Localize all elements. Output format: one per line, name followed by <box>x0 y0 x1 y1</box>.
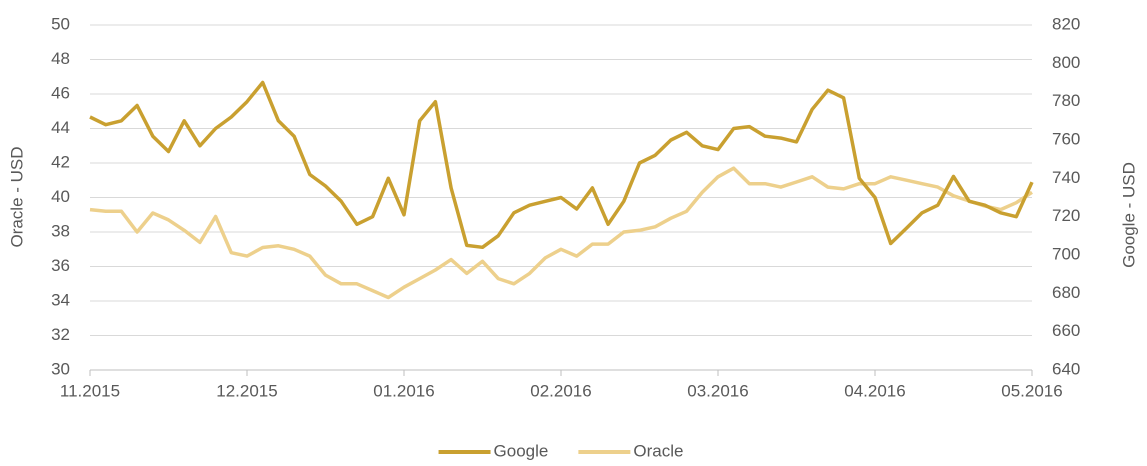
y-tick-label: 50 <box>51 14 70 33</box>
line-series <box>90 168 1032 297</box>
y2-axis-label: Google - USD <box>1119 162 1138 268</box>
y2-tick-label: 660 <box>1052 321 1080 340</box>
x-tick-label: 12.2015 <box>216 381 277 400</box>
y2-tick-label: 720 <box>1052 206 1080 225</box>
y-axis-label: Oracle - USD <box>7 146 26 247</box>
y2-tick-label: 780 <box>1052 91 1080 110</box>
y-tick-label: 40 <box>51 187 70 206</box>
y2-tick-label: 740 <box>1052 168 1080 187</box>
x-tick-label: 05.2016 <box>1001 381 1062 400</box>
legend-label: Oracle <box>633 441 683 460</box>
chart: Oracle - USD Google - USD 30 32 34 36 38 40 42… <box>0 0 1147 466</box>
y2-tick-label: 760 <box>1052 129 1080 148</box>
x-tick-label: 02.2016 <box>530 381 591 400</box>
y-tick-label: 34 <box>51 290 70 309</box>
x-tick-label: 01.2016 <box>373 381 434 400</box>
y-tick-label: 44 <box>51 118 70 137</box>
y-tick-label: 46 <box>51 83 70 102</box>
y2-tick-label: 680 <box>1052 283 1080 302</box>
y-tick-label: 36 <box>51 256 70 275</box>
y-tick-label: 30 <box>51 359 70 378</box>
y-tick-label: 48 <box>51 49 70 68</box>
x-tick-label: 04.2016 <box>844 381 905 400</box>
y2-tick-label: 800 <box>1052 53 1080 72</box>
y-tick-label: 42 <box>51 152 70 171</box>
y2-tick-label: 820 <box>1052 14 1080 33</box>
x-tick-label: 03.2016 <box>687 381 748 400</box>
legend-label: Google <box>494 441 549 460</box>
y-tick-label: 38 <box>51 221 70 240</box>
y2-tick-label: 700 <box>1052 244 1080 263</box>
y2-tick-label: 640 <box>1052 359 1080 378</box>
line-series <box>90 83 1032 248</box>
y-tick-label: 32 <box>51 325 70 344</box>
x-tick-label: 11.2015 <box>60 381 120 400</box>
